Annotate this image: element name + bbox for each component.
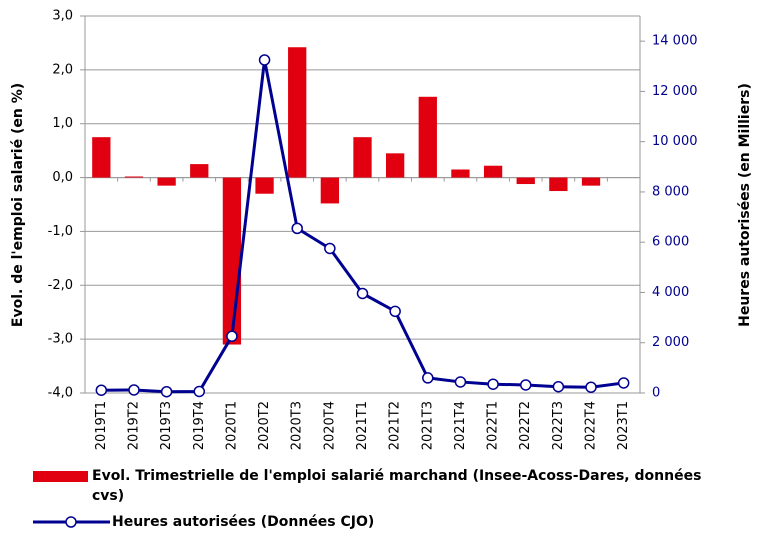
- bar: [353, 137, 372, 178]
- y2-tick-label: 14 000: [652, 34, 698, 49]
- y-axis-title: Evol. de l'emploi salarié (en %): [10, 83, 26, 327]
- x-tick-label: 2019T4: [192, 401, 207, 450]
- y2-tick-label: 8 000: [652, 184, 689, 199]
- bar: [516, 177, 535, 185]
- x-tick-label: 2020T1: [224, 401, 239, 450]
- legend-swatch-marker: [65, 516, 77, 528]
- marker: [128, 384, 140, 396]
- bar: [92, 137, 111, 178]
- marker: [258, 54, 271, 66]
- y2-tick-label: 12 000: [652, 84, 698, 99]
- marker: [324, 242, 336, 255]
- bar: [418, 96, 437, 178]
- bar: [157, 177, 176, 186]
- x-tick-label: 2021T2: [388, 401, 403, 450]
- bar: [288, 47, 307, 178]
- bar: [581, 177, 601, 186]
- x-tick-label: 2021T3: [420, 401, 435, 450]
- marker: [585, 381, 597, 393]
- marker: [389, 305, 401, 318]
- bar: [190, 164, 209, 178]
- y2-tick-label: 2 000: [652, 335, 689, 350]
- marker: [552, 380, 565, 393]
- x-tick-label: 2019T3: [159, 401, 174, 450]
- legend-label: Evol. Trimestrielle de l'emploi salarié …: [92, 468, 702, 504]
- x-tick-label: 2023T1: [616, 401, 631, 450]
- bar: [483, 165, 503, 178]
- x-tick-label: 2022T4: [584, 401, 599, 450]
- marker: [160, 385, 173, 398]
- y-tick-label: 0,0: [52, 170, 73, 185]
- y-tick-label: -1,0: [48, 224, 73, 239]
- x-tick-label: 2021T1: [355, 401, 370, 450]
- marker: [356, 287, 369, 300]
- marker: [193, 385, 206, 398]
- x-tick-label: 2022T1: [486, 401, 501, 450]
- marker: [519, 379, 532, 391]
- bar: [386, 153, 405, 178]
- bar: [549, 177, 568, 192]
- bar: [320, 177, 339, 204]
- y-tick-label: -2,0: [48, 278, 73, 293]
- x-tick-label: 2020T3: [290, 401, 305, 450]
- y-tick-label: 3,0: [52, 9, 73, 24]
- marker: [95, 384, 108, 396]
- y-tick-label: -4,0: [48, 386, 73, 401]
- marker: [226, 330, 238, 342]
- y2-tick-label: 0: [652, 386, 660, 401]
- legend-swatch-bar: [33, 471, 88, 482]
- x-tick-label: 2021T4: [453, 401, 468, 450]
- y2-axis-title: Heures autorisées (en Milliers): [737, 83, 753, 327]
- x-tick-label: 2022T3: [551, 401, 566, 450]
- y2-tick-label: 6 000: [652, 235, 689, 250]
- marker: [487, 378, 499, 390]
- y-tick-label: -3,0: [48, 332, 73, 347]
- bar: [124, 176, 144, 178]
- y-tick-label: 2,0: [52, 62, 73, 77]
- marker: [454, 376, 467, 388]
- y-tick-label: 1,0: [52, 116, 73, 131]
- marker: [422, 372, 434, 384]
- y2-tick-label: 10 000: [652, 134, 698, 149]
- bar: [222, 177, 242, 345]
- x-tick-label: 2019T1: [94, 401, 109, 450]
- line: [101, 59, 624, 394]
- marker: [291, 222, 303, 235]
- x-tick-label: 2020T2: [257, 401, 272, 450]
- marker: [617, 377, 630, 389]
- x-tick-label: 2022T2: [518, 401, 533, 450]
- bar: [255, 177, 274, 194]
- bar: [451, 169, 470, 178]
- x-tick-label: 2020T4: [322, 401, 337, 450]
- x-tick-label: 2019T2: [126, 401, 141, 450]
- legend-label: Heures autorisées (Données CJO): [112, 514, 375, 530]
- y2-tick-label: 4 000: [652, 285, 689, 300]
